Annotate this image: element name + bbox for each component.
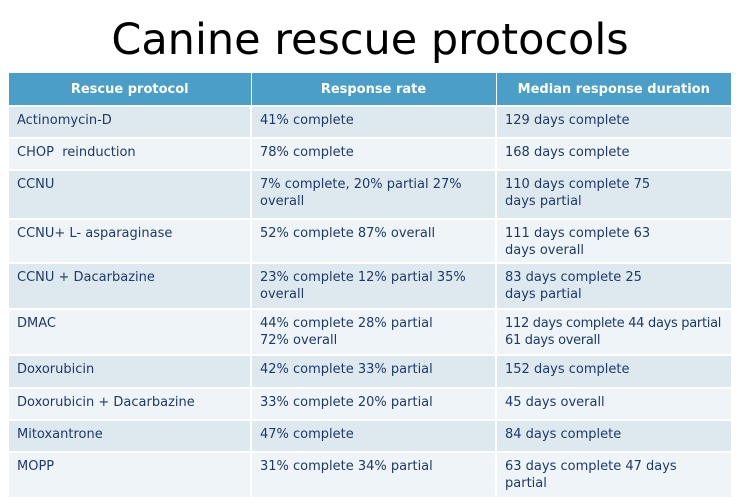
header-response-rate: Response rate	[251, 73, 497, 107]
protocol-cell: CCNU	[9, 170, 252, 220]
duration-cell: 111 days complete 63 days overall	[496, 219, 731, 264]
response-rate-cell: 7% complete, 20% partial 27% overall	[251, 170, 497, 220]
response-rate-cell: 31% complete 34% partial	[251, 452, 497, 499]
table-row: CCNU+ L- asparaginase 52% complete 87% o…	[9, 219, 731, 264]
response-rate-cell: 52% complete 87% overall	[251, 219, 497, 264]
duration-cell: 129 days complete	[496, 106, 731, 139]
response-rate-cell: 47% complete	[251, 420, 497, 453]
duration-cell: 112 days complete 44 days partial 61 day…	[496, 309, 731, 356]
table-row: Doxorubicin + Dacarbazine 33% complete 2…	[9, 388, 731, 421]
response-rate-cell: 33% complete 20% partial	[251, 388, 497, 421]
header-rescue-protocol: Rescue protocol	[9, 73, 252, 107]
protocol-cell: Actinomycin-D	[9, 106, 252, 139]
duration-cell: 45 days overall	[496, 388, 731, 421]
table-row: CCNU + Dacarbazine 23% complete 12% part…	[9, 263, 731, 310]
response-rate-cell: 78% complete	[251, 138, 497, 171]
response-rate-cell: 44% complete 28% partial 72% overall	[251, 309, 497, 356]
protocol-cell: Doxorubicin	[9, 355, 252, 389]
table-row: MOPP 31% complete 34% partial 63 days co…	[9, 452, 731, 499]
protocol-cell: Mitoxantrone	[9, 420, 252, 453]
table-row: Actinomycin-D 41% complete 129 days comp…	[9, 106, 731, 139]
protocol-cell: MOPP	[9, 452, 252, 499]
protocol-cell: DMAC	[9, 309, 252, 356]
duration-cell: 83 days complete 25 days partial	[496, 263, 731, 310]
protocol-cell: CHOP reinduction	[9, 138, 252, 171]
response-rate-cell: 23% complete 12% partial 35% overall	[251, 263, 497, 310]
protocol-cell: CCNU + Dacarbazine	[9, 263, 252, 310]
response-rate-cell: 41% complete	[251, 106, 497, 139]
duration-cell: 168 days complete	[496, 138, 731, 171]
protocol-cell: CCNU+ L- asparaginase	[9, 219, 252, 264]
table-row: CHOP reinduction 78% complete 168 days c…	[9, 138, 731, 171]
duration-cell: 110 days complete 75 days partial	[496, 170, 731, 220]
table-row: DMAC 44% complete 28% partial 72% overal…	[9, 309, 731, 356]
duration-cell: 84 days complete	[496, 420, 731, 453]
duration-cell: 152 days complete	[496, 355, 731, 389]
rescue-protocols-table: Rescue protocol Response rate Median res…	[9, 73, 731, 499]
slide-title: Canine rescue protocols	[111, 15, 629, 65]
table-row: Doxorubicin 42% complete 33% partial 152…	[9, 355, 731, 389]
table-row: Mitoxantrone 47% complete 84 days comple…	[9, 420, 731, 453]
table-row: CCNU 7% complete, 20% partial 27% overal…	[9, 170, 731, 220]
duration-cell: 63 days complete 47 days partial	[496, 452, 731, 499]
header-median-response-duration: Median response duration	[496, 73, 731, 107]
protocol-cell: Doxorubicin + Dacarbazine	[9, 388, 252, 421]
response-rate-cell: 42% complete 33% partial	[251, 355, 497, 389]
table-header-row: Rescue protocol Response rate Median res…	[9, 73, 731, 107]
